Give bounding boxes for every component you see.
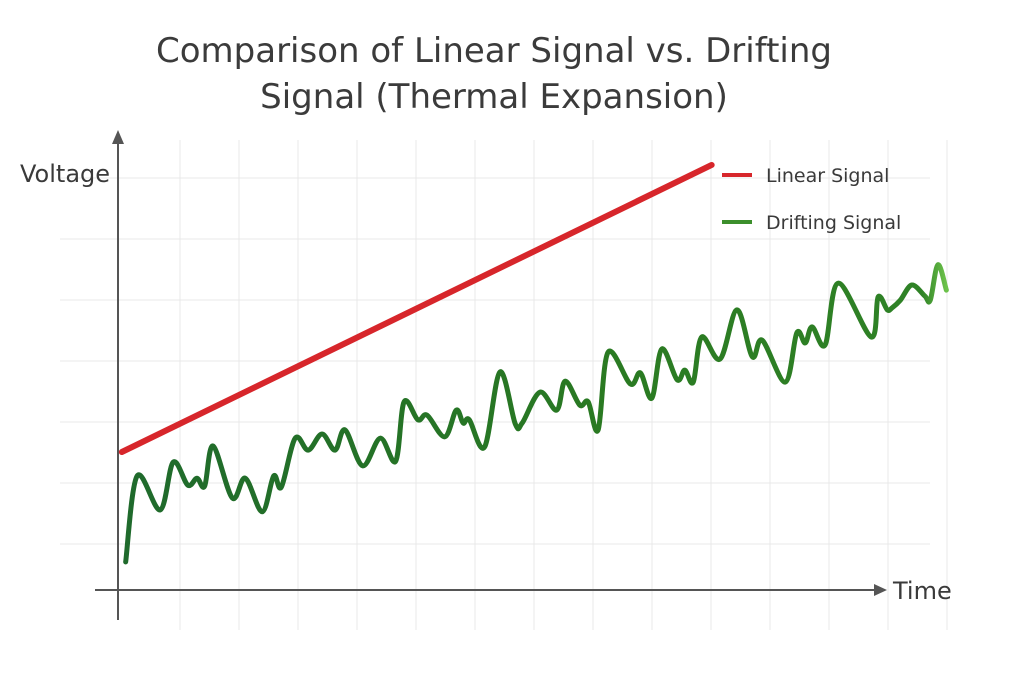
y-axis-arrow-icon (112, 130, 124, 144)
series-line-linear-signal (118, 161, 715, 455)
grid (60, 140, 948, 630)
series-line-drifting-signal (123, 262, 949, 565)
chart-title-line-1: Comparison of Linear Signal vs. Drifting (155, 31, 832, 71)
axes: Voltage Time (20, 130, 952, 620)
y-axis-label: Voltage (20, 160, 110, 188)
legend: Linear Signal Drifting Signal (722, 165, 901, 234)
chart-title-line-2: Signal (Thermal Expansion) (260, 77, 728, 117)
x-axis-arrow-icon (874, 584, 887, 596)
legend-label-drifting: Drifting Signal (766, 212, 901, 234)
legend-label-linear: Linear Signal (766, 165, 889, 187)
x-axis-label: Time (892, 577, 952, 605)
chart-title: Comparison of Linear Signal vs. Drifting… (0, 28, 988, 120)
